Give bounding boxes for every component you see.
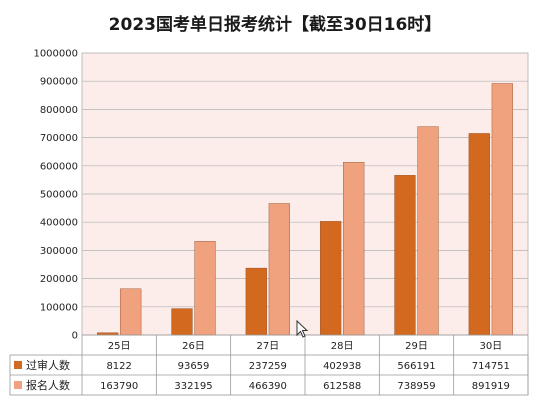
data-table-cell: 8122 [106,361,131,372]
x-category-label: 30日 [479,341,502,352]
x-category-label: 25日 [108,341,131,352]
data-table-cell: 466390 [249,381,287,392]
y-tick-label: 400000 [40,218,78,229]
bar-registered-1 [194,241,216,336]
x-category-label: 27日 [256,341,279,352]
bar-registered-0 [120,288,142,336]
data-table-cell: 93659 [178,361,210,372]
data-table-cell: 891919 [472,381,510,392]
y-tick-label: 100000 [40,302,78,313]
y-tick-label: 200000 [40,274,78,285]
data-table-cell: 237259 [249,361,287,372]
mouse-cursor-icon [296,320,308,338]
legend-entry: 过审人数 [26,358,70,372]
y-tick-label: 0 [72,331,78,342]
chart-title: 2023国考单日报考统计【截至30日16时】 [108,15,442,35]
bar-approved-4 [394,175,416,336]
bar-registered-5 [491,83,513,336]
y-tick-label: 1000000 [33,49,78,60]
x-category-label: 26日 [182,341,205,352]
bar-registered-4 [417,126,439,336]
data-table-cell: 332195 [174,381,212,392]
bar-approved-5 [468,133,490,336]
data-table-cell: 714751 [472,361,510,372]
legend-entry: 报名人数 [26,378,70,392]
bar-registered-2 [268,203,290,336]
bar-approved-1 [171,308,193,336]
data-table-cell: 566191 [397,361,435,372]
y-tick-label: 900000 [40,77,78,88]
bar-approved-3 [320,221,342,336]
data-table-cell: 738959 [397,381,435,392]
legend-swatch [14,381,22,389]
y-tick-label: 800000 [40,105,78,116]
y-tick-label: 300000 [40,246,78,257]
data-table-cell: 402938 [323,361,361,372]
y-tick-label: 600000 [40,161,78,172]
x-category-label: 28日 [331,341,354,352]
bar-registered-3 [343,162,365,336]
bar-approved-2 [245,267,267,336]
y-tick-label: 700000 [40,133,78,144]
data-table-cell: 612588 [323,381,361,392]
x-category-label: 29日 [405,341,428,352]
data-table-cell: 163790 [100,381,138,392]
legend-swatch [14,361,22,369]
y-tick-label: 500000 [40,190,78,201]
